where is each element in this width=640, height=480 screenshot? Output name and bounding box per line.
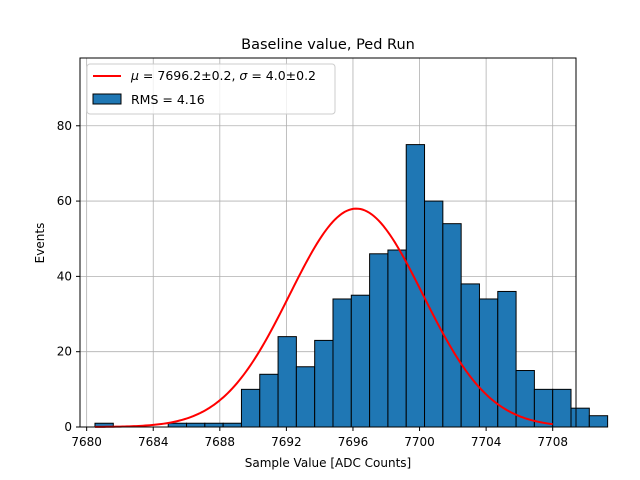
histogram-bar [478, 298, 499, 428]
chart-title: Baseline value, Ped Run [241, 37, 415, 53]
x-axis-label: Sample Value [ADC Counts] [245, 456, 411, 470]
x-tick-label: 7708 [537, 435, 568, 449]
x-tick-label: 7684 [138, 435, 169, 449]
histogram-bar [167, 422, 188, 428]
histogram-bar [295, 366, 316, 428]
histogram-bar [442, 223, 462, 428]
x-tick-label: 7688 [205, 435, 236, 449]
x-tick-label: 7692 [271, 435, 302, 449]
x-axis-ticks: 7680 7684 7688 7692 7696 7700 7704 7708 [71, 427, 568, 449]
histogram-bar [186, 422, 206, 428]
y-tick-label: 0 [64, 420, 72, 434]
y-tick-label: 60 [57, 194, 72, 208]
histogram-bar [570, 407, 590, 428]
legend-hist-label: RMS = 4.16 [131, 92, 205, 107]
histogram-bars [94, 144, 609, 428]
histogram-bar [277, 336, 297, 428]
legend-hist-swatch [92, 93, 122, 105]
histogram-bar [222, 422, 242, 428]
histogram-bar [240, 388, 261, 428]
histogram-bar [588, 415, 609, 428]
histogram-bar [350, 294, 371, 428]
legend-sigma-value: = 4.0±0.2 [247, 68, 316, 83]
x-tick-label: 7680 [71, 435, 102, 449]
x-tick-label: 7704 [471, 435, 502, 449]
histogram-bar [387, 249, 407, 428]
y-axis-ticks: 0 20 40 60 80 [57, 119, 80, 434]
histogram-bar [204, 422, 224, 428]
y-tick-label: 20 [57, 345, 72, 359]
y-tick-label: 80 [57, 119, 72, 133]
histogram-bar [405, 144, 426, 428]
histogram-bar [332, 298, 352, 428]
histogram-bar [259, 373, 279, 428]
legend-box [86, 63, 336, 115]
histogram-bar [369, 253, 389, 428]
gaussian-fit-curve [94, 207, 553, 428]
y-axis-label: Events [33, 223, 47, 264]
legend: μ = 7696.2±0.2, σ = 4.0±0.2 RMS = 4.16 [86, 63, 336, 115]
y-tick-label: 40 [57, 269, 72, 283]
legend-fit-label: μ = 7696.2±0.2, σ = 4.0±0.2 [130, 68, 316, 83]
fit-curve-line [94, 207, 553, 428]
plot-area-frame [79, 57, 577, 428]
histogram-bar [460, 283, 480, 428]
histogram-bar [314, 339, 334, 428]
x-tick-label: 7696 [338, 435, 369, 449]
histogram-bar [552, 388, 572, 428]
legend-mu-value: = 7696.2±0.2, [139, 68, 239, 83]
x-tick-label: 7700 [404, 435, 435, 449]
legend-mu-symbol: μ [130, 68, 139, 83]
legend-sigma-symbol: σ [239, 68, 248, 83]
